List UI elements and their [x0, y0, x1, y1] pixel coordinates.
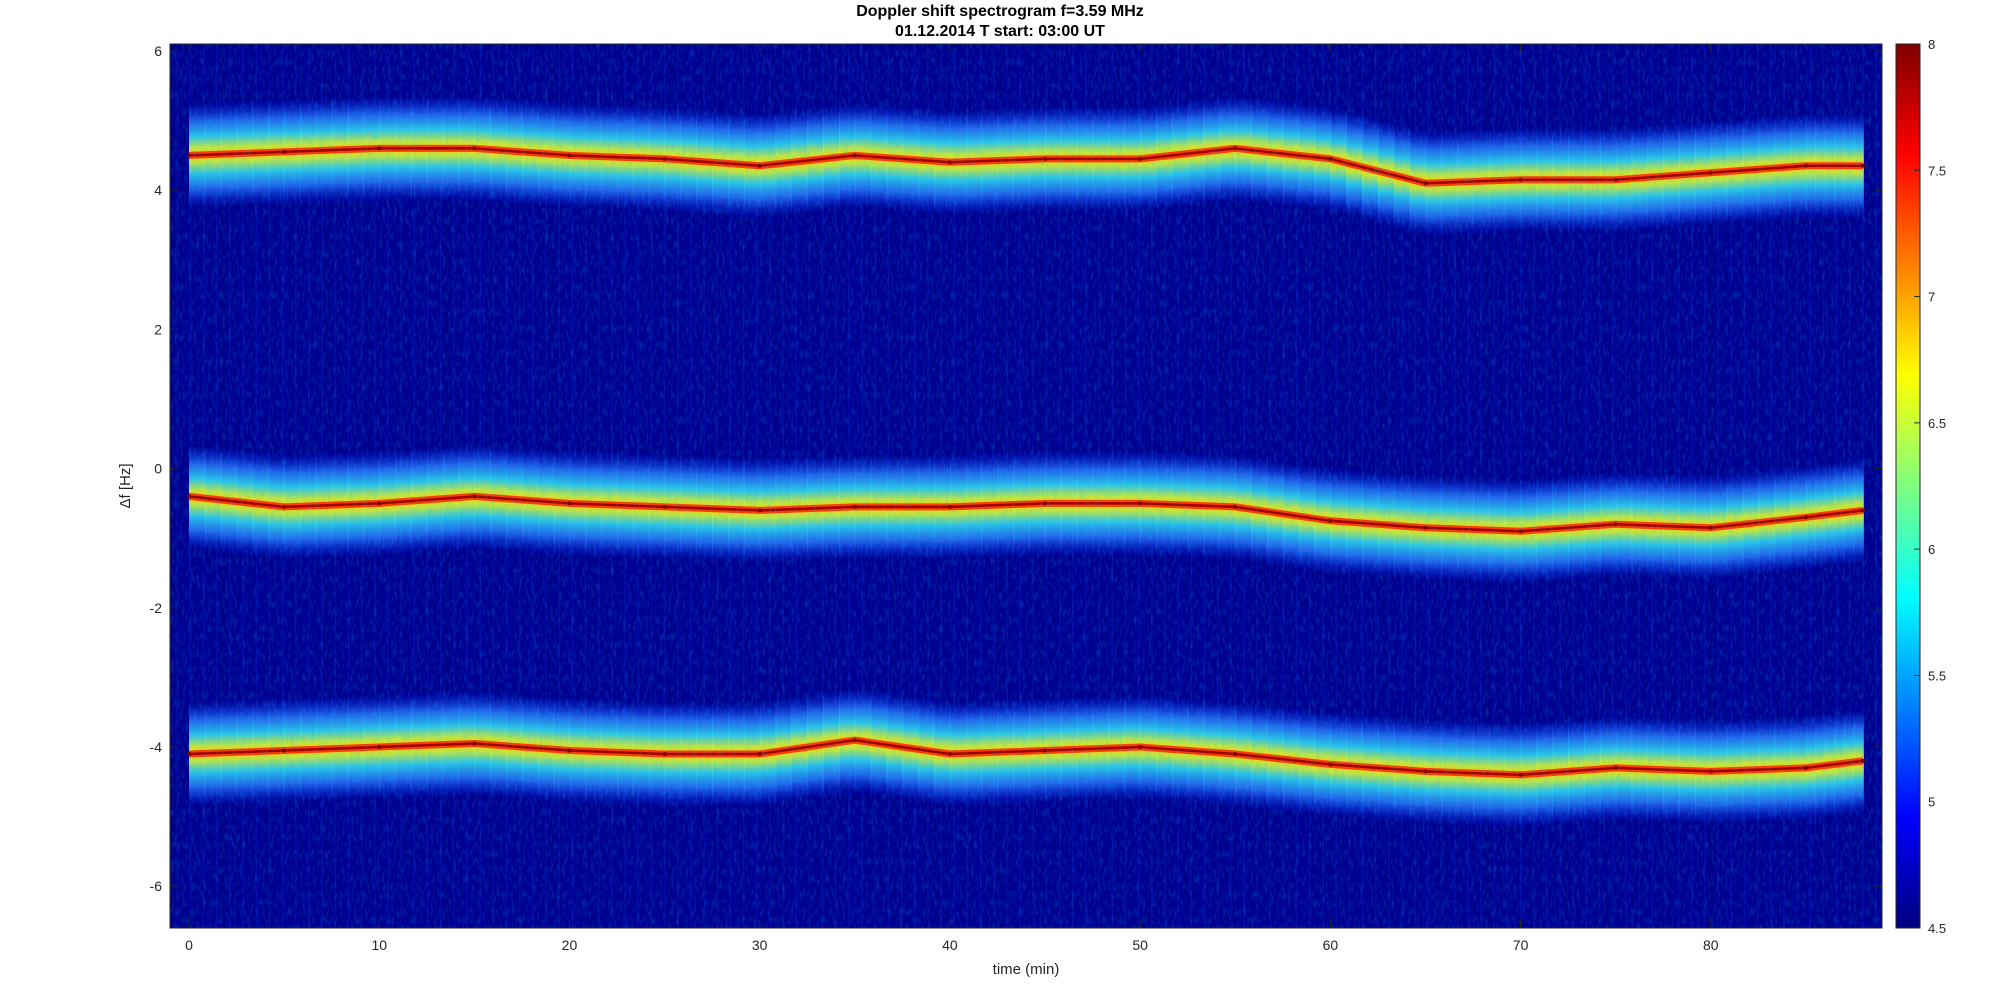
x-tick-label: 60 [1323, 937, 1339, 953]
colorbar [1895, 43, 1921, 929]
colorbar-tick-label: 7.5 [1928, 163, 1946, 178]
plot-frame [169, 43, 1883, 929]
colorbar-tick-label: 8 [1928, 37, 1935, 52]
colorbar-tick-label: 5 [1928, 795, 1935, 810]
x-tick-label: 70 [1513, 937, 1529, 953]
x-tick-label: 80 [1703, 937, 1719, 953]
y-tick-label: -2 [150, 600, 163, 616]
x-tick-label: 50 [1132, 937, 1148, 953]
x-tick-label: 30 [752, 937, 768, 953]
x-axis-label: time (min) [993, 961, 1060, 978]
y-tick-label: 6 [154, 43, 162, 59]
y-tick-label: -6 [150, 878, 163, 894]
y-tick-label: 2 [154, 321, 162, 337]
colorbar-tick-label: 5.5 [1928, 668, 1946, 683]
colorbar-tick-label: 6 [1928, 542, 1935, 557]
y-tick-label: 4 [154, 182, 162, 198]
colorbar-tick-label: 6.5 [1928, 416, 1946, 431]
x-tick-label: 20 [562, 937, 578, 953]
colorbar-tick-label: 4.5 [1928, 921, 1946, 936]
colorbar-tick-label: 7 [1928, 290, 1935, 305]
x-tick-label: 40 [942, 937, 958, 953]
y-axis-label: Δf [Hz] [117, 463, 134, 508]
y-tick-label: -4 [150, 739, 163, 755]
y-tick-label: 0 [154, 461, 162, 477]
x-tick-label: 10 [371, 937, 387, 953]
x-tick-label: 0 [185, 937, 193, 953]
chart-subtitle: 01.12.2014 T start: 03:00 UT [895, 23, 1105, 40]
speckle-texture [170, 44, 1882, 928]
chart-title: Doppler shift spectrogram f=3.59 MHz [856, 3, 1144, 20]
